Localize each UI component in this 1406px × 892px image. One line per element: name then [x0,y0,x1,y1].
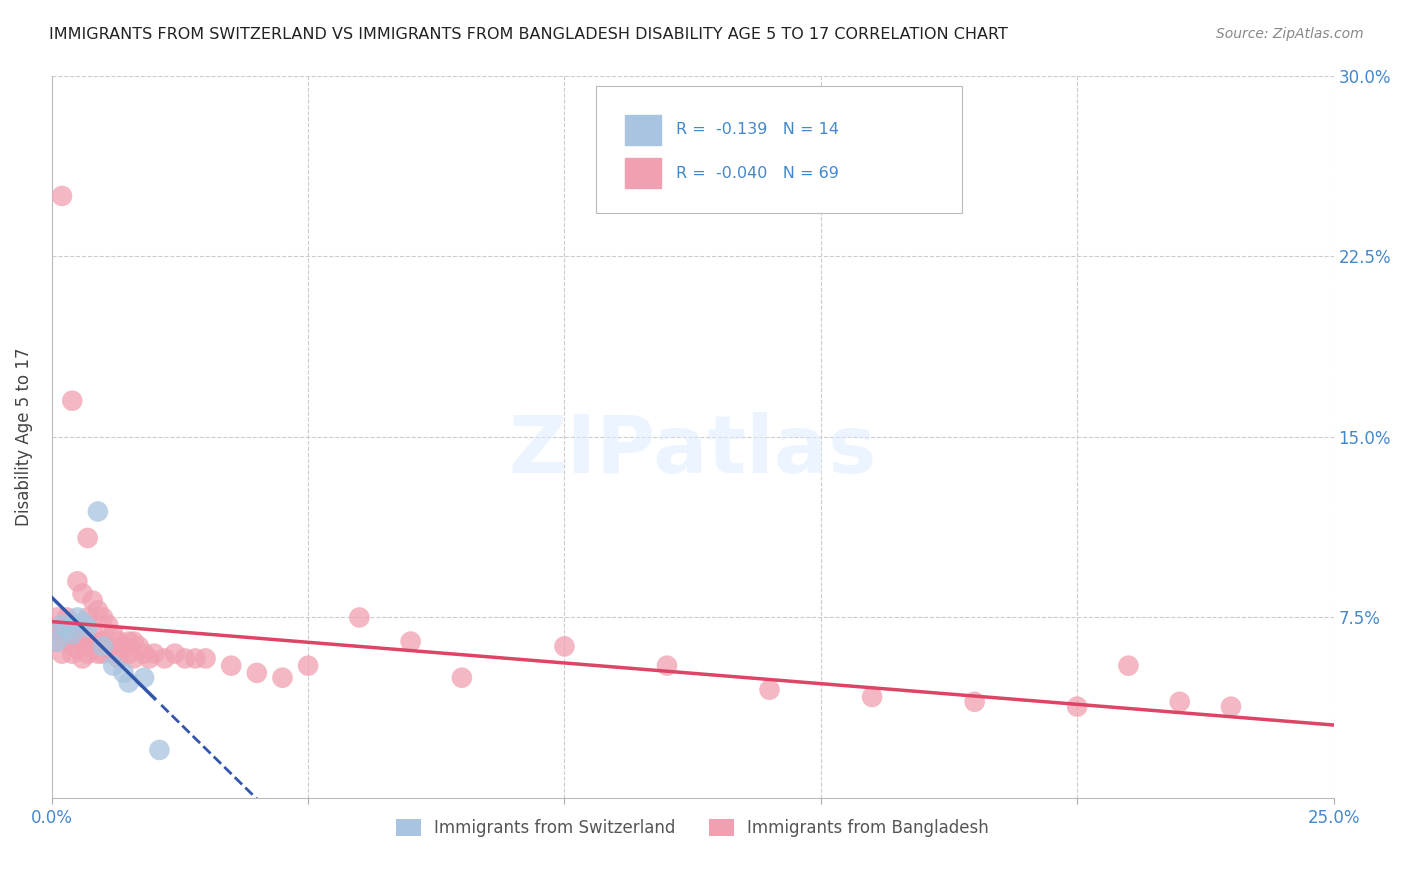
Point [82,640,104,654]
Point [82,627,104,641]
Bar [624,158,661,188]
Point [60,627,83,641]
Point [1118,658,1140,673]
Point [138,651,160,665]
Text: IMMIGRANTS FROM SWITZERLAND VS IMMIGRANTS FROM BANGLADESH DISABILITY AGE 5 TO 17: IMMIGRANTS FROM SWITZERLAND VS IMMIGRANT… [49,27,1008,42]
Point [60,393,83,408]
Point [655,658,678,673]
Point [399,634,422,648]
FancyBboxPatch shape [596,87,962,213]
Point [118,675,141,690]
Point [87,504,110,518]
Point [91,634,114,648]
Point [97,617,120,632]
Point [45,634,67,648]
Point [56,610,79,624]
Point [51,189,73,203]
Point [72,651,94,665]
Point [153,651,176,665]
Legend: Immigrants from Switzerland, Immigrants from Bangladesh: Immigrants from Switzerland, Immigrants … [389,813,995,844]
Point [963,695,986,709]
Point [219,658,242,673]
Point [271,671,294,685]
Point [103,647,125,661]
Point [1066,699,1088,714]
Point [82,593,104,607]
Point [112,665,135,680]
Point [174,651,197,665]
Point [246,665,269,680]
Point [297,658,319,673]
Point [45,634,67,648]
Point [758,682,780,697]
Bar [624,114,661,145]
Point [76,531,98,545]
Point [56,623,79,637]
Point [122,634,145,648]
Point [45,610,67,624]
Point [107,651,129,665]
Point [51,617,73,632]
Point [107,634,129,648]
Point [56,623,79,637]
Point [163,647,186,661]
Point [118,634,141,648]
Point [66,574,89,589]
Text: Source: ZipAtlas.com: Source: ZipAtlas.com [1216,27,1364,41]
Text: R =  -0.139   N = 14: R = -0.139 N = 14 [676,122,839,137]
Point [51,647,73,661]
Point [103,627,125,641]
Point [132,671,155,685]
Point [72,586,94,600]
Point [91,647,114,661]
Point [91,610,114,624]
Point [72,634,94,648]
Y-axis label: Disability Age 5 to 17: Disability Age 5 to 17 [15,348,32,526]
Point [76,647,98,661]
Point [1168,695,1191,709]
Point [51,620,73,634]
Point [103,658,125,673]
Point [76,620,98,634]
Point [51,627,73,641]
Point [66,641,89,656]
Point [349,610,371,624]
Point [148,743,170,757]
Point [87,603,110,617]
Point [553,640,575,654]
Point [60,617,83,632]
Point [66,610,89,624]
Point [72,615,94,630]
Point [45,623,67,637]
Point [132,647,155,661]
Point [451,671,474,685]
Point [56,634,79,648]
Point [66,627,89,641]
Point [76,610,98,624]
Point [1220,699,1243,714]
Point [118,647,141,661]
Point [60,627,83,641]
Point [76,634,98,648]
Point [87,647,110,661]
Point [860,690,883,704]
Text: ZIPatlas: ZIPatlas [509,412,877,491]
Point [184,651,207,665]
Point [143,647,166,661]
Point [87,634,110,648]
Text: R =  -0.040   N = 69: R = -0.040 N = 69 [676,166,839,180]
Point [122,651,145,665]
Point [112,640,135,654]
Point [128,640,150,654]
Point [97,641,120,656]
Point [91,640,114,654]
Point [194,651,217,665]
Point [60,647,83,661]
